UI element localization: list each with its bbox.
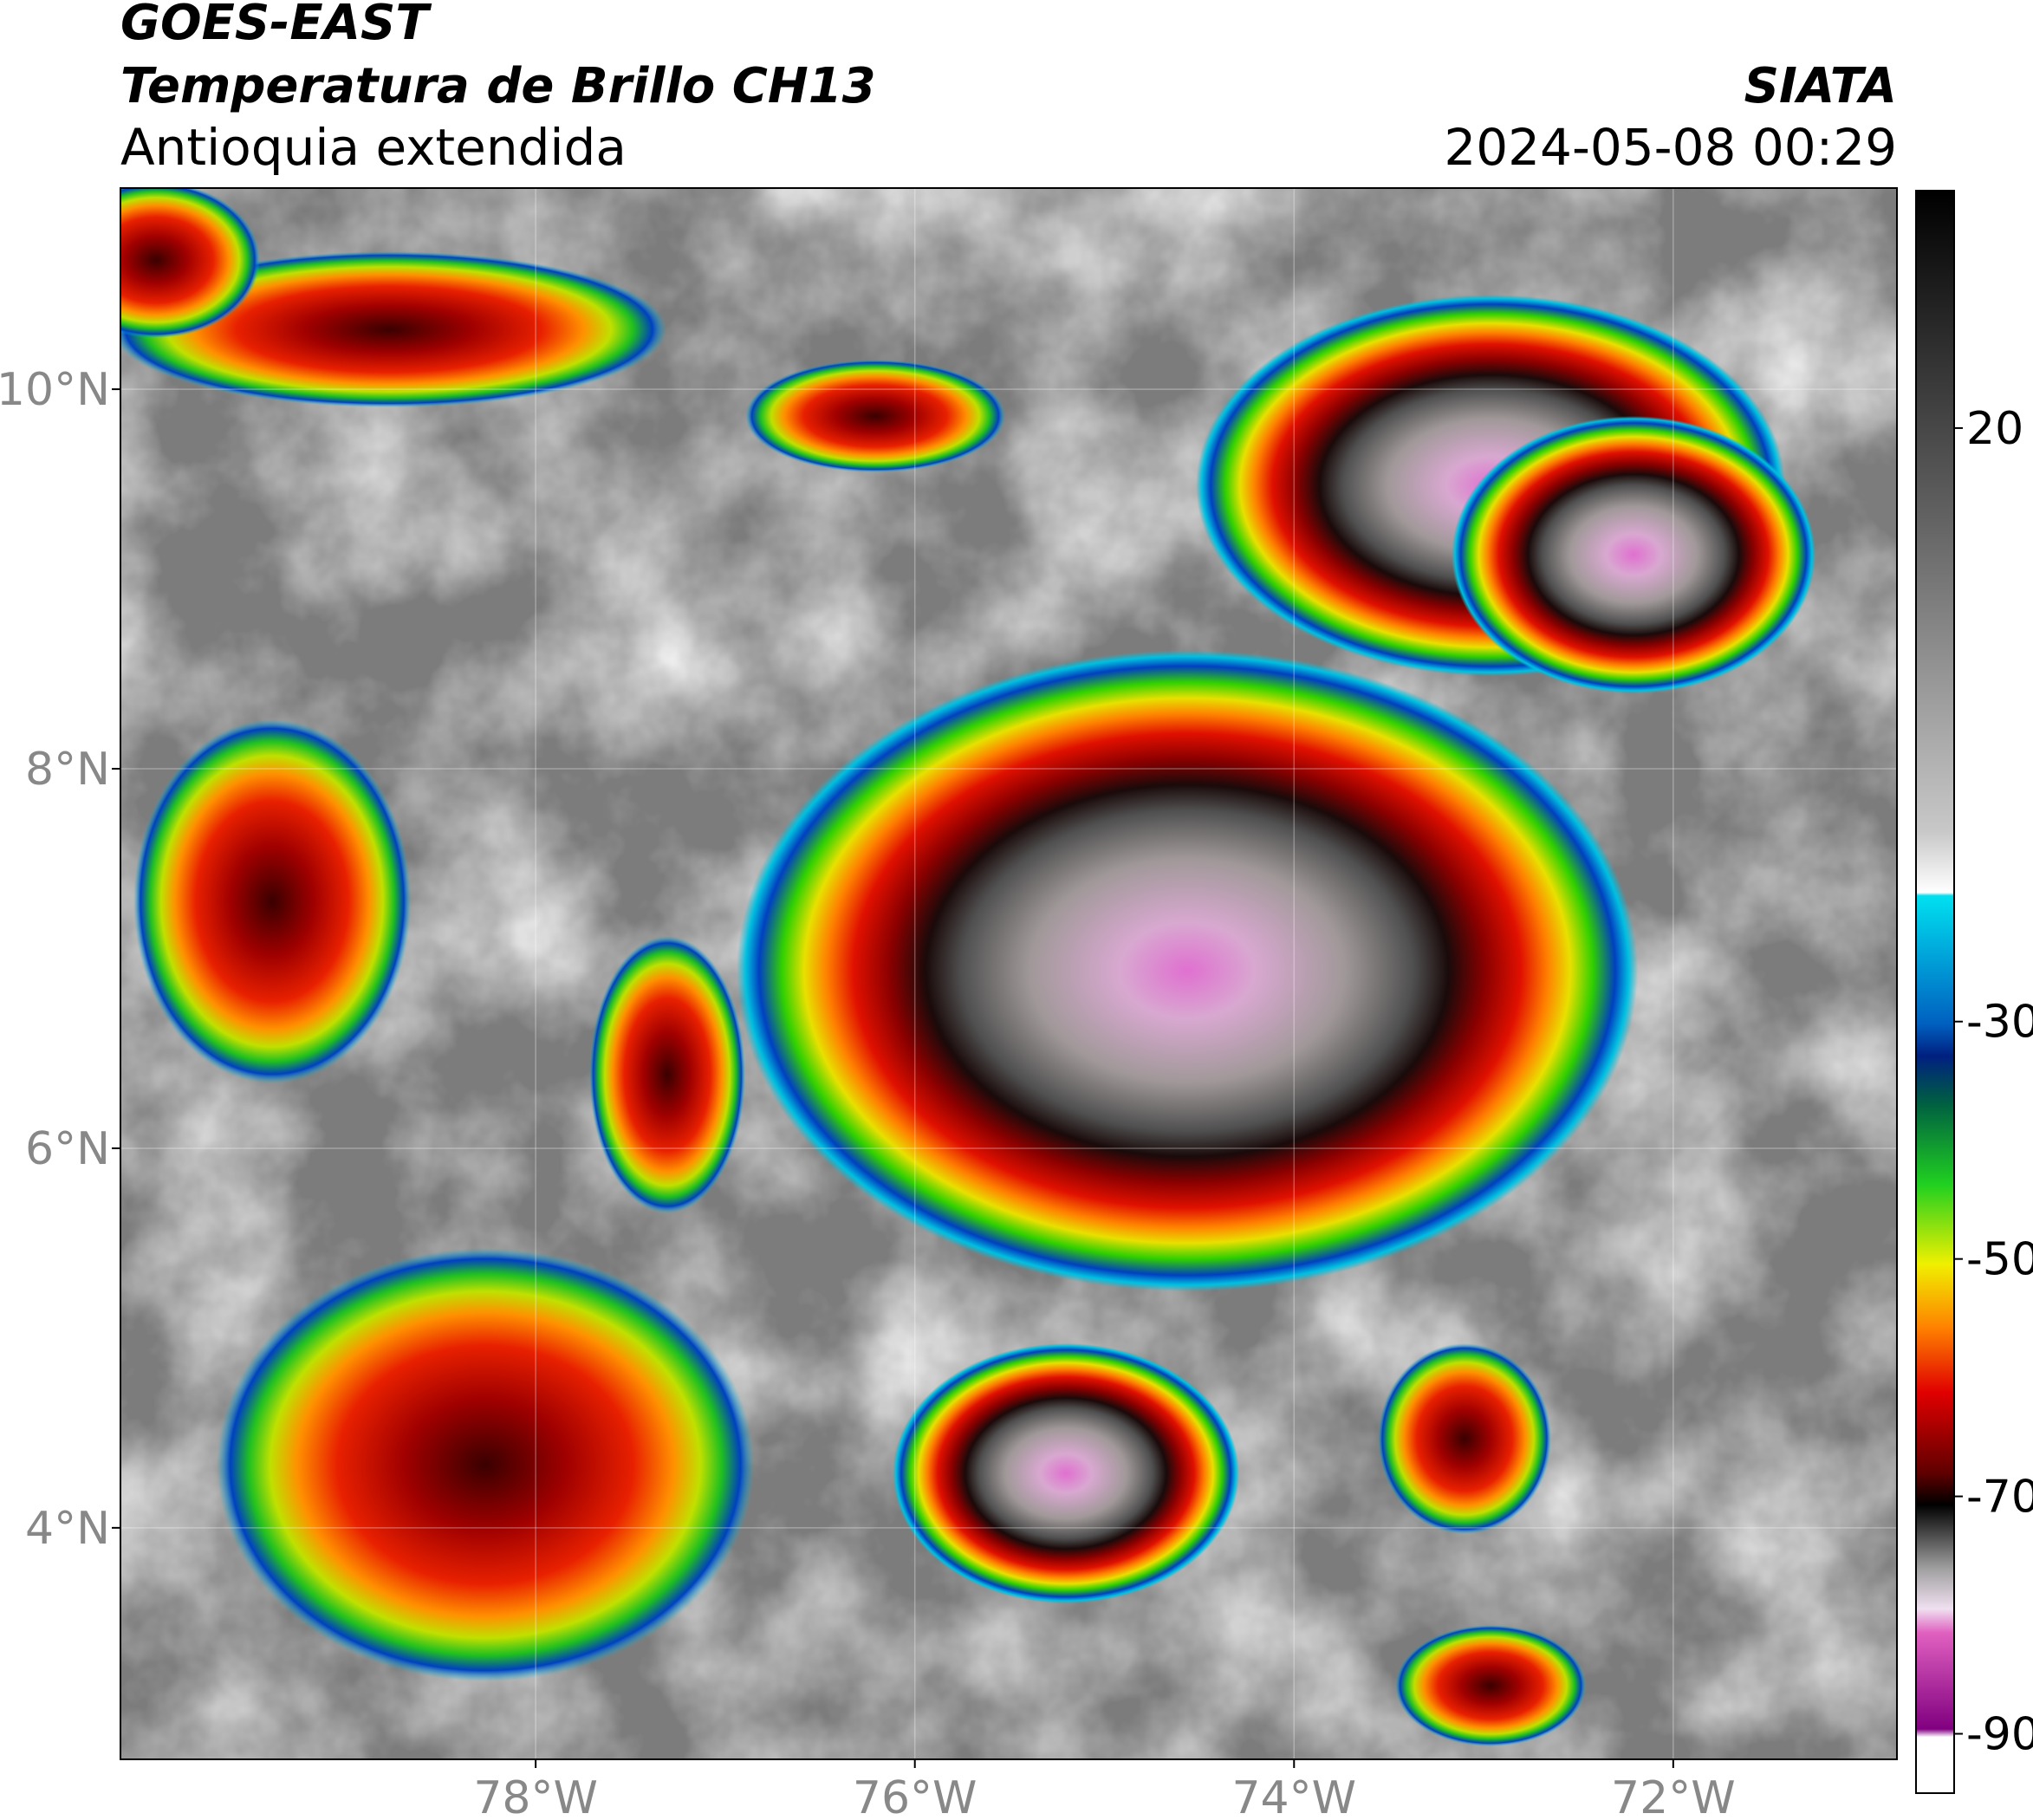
region: Antioquia extendida <box>120 118 627 177</box>
lon-tick-label: 76°W <box>853 1772 978 1820</box>
product: Temperatura de Brillo CH13 <box>120 58 876 114</box>
colorbar-tick-label: -90 <box>1966 1709 2033 1761</box>
lat-tick-label: 10°N <box>0 364 110 416</box>
lat-tick-label: 4°N <box>25 1503 110 1555</box>
colorbar-tick-label: -50 <box>1966 1234 2033 1286</box>
cell <box>120 188 260 338</box>
cell <box>589 936 745 1213</box>
cell <box>1378 1343 1551 1534</box>
source: SIATA <box>1744 58 1897 114</box>
cell <box>745 360 1005 472</box>
graticule <box>120 188 1897 1759</box>
lon-tick-label: 78°W <box>473 1772 598 1820</box>
cell <box>217 1248 754 1681</box>
satellite-image <box>120 188 1897 1759</box>
storm <box>893 1343 1239 1603</box>
storm <box>1452 416 1815 693</box>
storm <box>737 650 1638 1291</box>
lat-tick-label: 8°N <box>25 744 110 796</box>
cell <box>1395 1625 1586 1746</box>
colorbar-tick-label: -30 <box>1966 997 2033 1049</box>
colorbar-tick-label: 20 <box>1966 403 2023 455</box>
lon-tick-label: 72°W <box>1611 1772 1736 1820</box>
colorbar <box>1915 190 1955 1794</box>
satellite: GOES-EAST <box>120 0 432 51</box>
lon-tick-label: 74°W <box>1231 1772 1356 1820</box>
colorbar-tick-label: -70 <box>1966 1472 2033 1524</box>
datetime: 2024-05-08 00:29 <box>1444 118 1897 177</box>
map-frame <box>120 187 1898 1760</box>
cell <box>120 251 666 407</box>
cell <box>133 719 411 1083</box>
lat-tick-label: 6°N <box>25 1123 110 1175</box>
